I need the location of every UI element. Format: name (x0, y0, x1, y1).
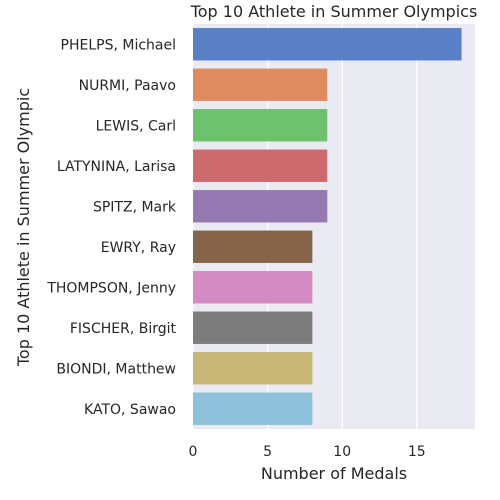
bars (193, 28, 462, 425)
x-tick-label-0: 0 (189, 444, 198, 460)
x-tick-label-3: 15 (408, 444, 426, 460)
category-label-8: BIONDI, Matthew (56, 361, 176, 377)
category-label-7: FISCHER, Birgit (70, 321, 177, 337)
bar-3 (193, 149, 328, 182)
bar-6 (193, 271, 313, 304)
category-label-0: PHELPS, Michael (61, 37, 176, 53)
category-label-9: KATO, Sawao (84, 402, 176, 418)
x-tick-label-2: 10 (333, 444, 351, 460)
category-label-5: EWRY, Ray (101, 240, 176, 256)
bar-4 (193, 190, 328, 223)
category-label-6: THOMPSON, Jenny (46, 280, 176, 296)
chart-title: Top 10 Athlete in Summer Olympics (190, 2, 478, 21)
bar-5 (193, 230, 313, 263)
category-labels: PHELPS, Michael NURMI, Paavo LEWIS, Carl LA… (46, 37, 177, 418)
y-axis-label: Top 10 Athlete in Summer Olympic (14, 88, 33, 367)
bar-9 (193, 392, 313, 425)
x-tick-label-1: 5 (263, 444, 272, 460)
bar-8 (193, 352, 313, 385)
bar-0 (193, 28, 462, 61)
bar-1 (193, 68, 328, 101)
x-axis-label: Number of Medals (261, 464, 407, 483)
x-tick-labels: 0 5 10 15 (189, 444, 426, 460)
category-label-1: NURMI, Paavo (79, 78, 176, 94)
category-label-2: LEWIS, Carl (96, 118, 176, 134)
category-label-3: LATYNINA, Larisa (57, 159, 176, 175)
bar-2 (193, 109, 328, 142)
category-label-4: SPITZ, Mark (93, 199, 177, 215)
bar-7 (193, 311, 313, 344)
